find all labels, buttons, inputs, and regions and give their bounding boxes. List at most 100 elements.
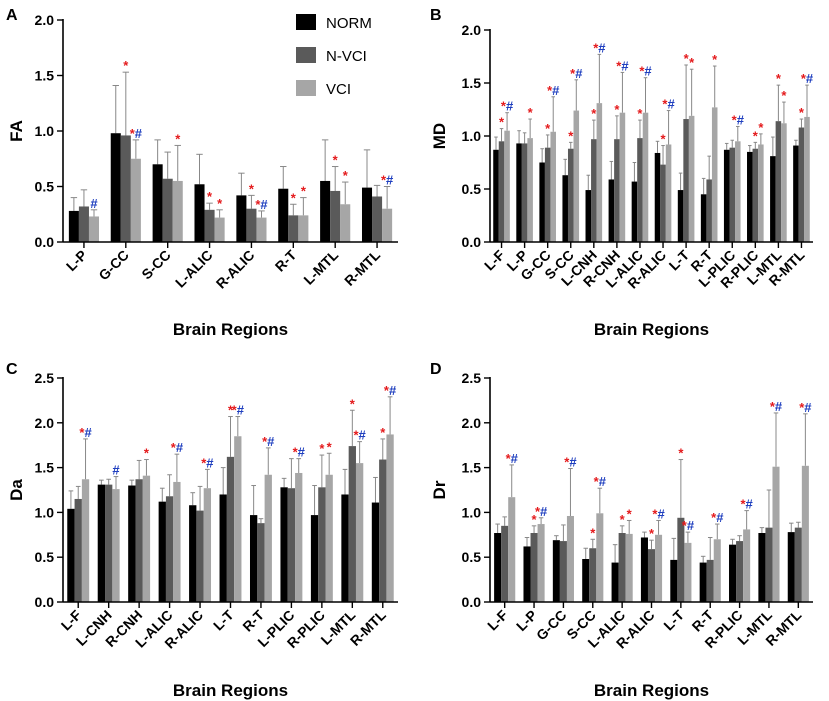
significance-mark: * bbox=[217, 196, 223, 211]
panel-b: BMD0.00.51.01.52.0**#L-F*L-P**#G-CC**#S-… bbox=[430, 7, 814, 339]
hash-mark: # bbox=[746, 497, 754, 512]
bar-norm bbox=[152, 164, 163, 242]
bar-n-vci bbox=[287, 488, 296, 602]
x-tick-label: L-F bbox=[484, 606, 511, 633]
bar-vci bbox=[642, 112, 649, 243]
star-mark: * bbox=[753, 128, 759, 143]
significance-mark: * bbox=[350, 396, 356, 411]
x-tick-label: R-MTL bbox=[341, 246, 383, 288]
bar-vci bbox=[596, 513, 604, 602]
significance-mark: *# bbox=[201, 455, 214, 470]
significance-mark: * bbox=[327, 439, 333, 454]
significance-mark: * bbox=[207, 189, 213, 204]
bar-vci bbox=[234, 436, 242, 602]
significance-mark: * bbox=[614, 102, 620, 117]
y-axis-title: MD bbox=[430, 123, 449, 149]
bar-norm bbox=[158, 501, 166, 602]
bar-n-vci bbox=[660, 164, 666, 242]
hash-mark: # bbox=[804, 400, 812, 415]
significance-mark: *# bbox=[501, 99, 514, 114]
significance-mark: *# bbox=[711, 510, 724, 525]
x-tick-label: G-CC bbox=[533, 607, 570, 644]
star-mark: * bbox=[228, 403, 234, 418]
y-axis-title: Dr bbox=[430, 480, 449, 499]
star-mark: * bbox=[255, 197, 261, 212]
y-tick-label: 1.5 bbox=[35, 68, 55, 84]
bar-vci bbox=[713, 539, 721, 602]
bar-norm bbox=[371, 502, 380, 602]
significance-mark: * bbox=[712, 52, 718, 67]
x-tick-label: L-P bbox=[63, 247, 90, 274]
star-mark: * bbox=[506, 451, 512, 466]
hash-mark: # bbox=[687, 518, 695, 533]
bar-n-vci bbox=[372, 196, 383, 242]
significance-mark: *# bbox=[570, 66, 583, 81]
bar-vci bbox=[527, 138, 533, 242]
significance-mark: *# bbox=[564, 454, 577, 469]
star-mark: * bbox=[207, 189, 213, 204]
y-tick-label: 1.0 bbox=[462, 128, 482, 144]
bar-norm bbox=[320, 180, 331, 242]
hash-mark: # bbox=[737, 112, 745, 127]
y-tick-label: 0.0 bbox=[35, 594, 55, 610]
bar-norm bbox=[562, 175, 568, 242]
y-tick-label: 1.5 bbox=[462, 460, 482, 476]
bar-norm bbox=[128, 485, 136, 602]
bar-n-vci bbox=[729, 147, 736, 242]
bar-norm bbox=[631, 181, 638, 242]
bar-norm bbox=[516, 143, 522, 242]
bar-vci bbox=[804, 116, 810, 242]
star-mark: * bbox=[175, 131, 181, 146]
bar-vci bbox=[214, 217, 225, 242]
y-tick-label: 0.0 bbox=[462, 594, 482, 610]
bar-norm bbox=[729, 544, 737, 602]
bar-n-vci bbox=[288, 215, 299, 242]
hash-mark: # bbox=[90, 196, 98, 211]
bar-norm bbox=[787, 532, 795, 602]
x-tick-label: L-F bbox=[481, 246, 508, 273]
bar-vci bbox=[550, 131, 556, 242]
star-mark: * bbox=[689, 55, 695, 70]
bar-vci bbox=[264, 474, 272, 602]
bar-n-vci bbox=[567, 148, 574, 242]
star-mark: * bbox=[682, 518, 688, 533]
x-tick-label: L-MTL bbox=[300, 246, 341, 287]
significance-mark: *# bbox=[171, 440, 184, 455]
hash-mark: # bbox=[569, 454, 577, 469]
star-mark: * bbox=[799, 400, 805, 415]
significance-mark: * bbox=[689, 55, 695, 70]
significance-mark: * bbox=[545, 121, 551, 136]
star-mark: * bbox=[79, 425, 85, 440]
star-mark: * bbox=[662, 97, 668, 112]
hash-mark: # bbox=[267, 434, 275, 449]
significance-mark: *# bbox=[255, 197, 268, 212]
significance-mark: *# bbox=[639, 64, 652, 79]
bar-n-vci bbox=[775, 121, 782, 242]
bar-n-vci bbox=[204, 209, 215, 242]
star-mark: * bbox=[711, 510, 717, 525]
bar-vci bbox=[573, 110, 580, 242]
legend-label: N-VCI bbox=[326, 48, 367, 65]
bar-norm bbox=[280, 487, 288, 602]
x-axis-title: Brain Regions bbox=[173, 681, 288, 700]
bar-vci bbox=[688, 115, 695, 242]
significance-mark: * bbox=[499, 115, 505, 130]
significance-mark: *# bbox=[535, 504, 548, 519]
bar-vci bbox=[112, 489, 120, 602]
significance-mark: *# bbox=[662, 97, 675, 112]
bar-norm bbox=[770, 156, 776, 242]
significance-mark: # bbox=[112, 463, 120, 478]
bar-vci bbox=[325, 474, 333, 602]
hash-mark: # bbox=[176, 440, 184, 455]
bar-vci bbox=[735, 141, 741, 242]
bar-norm bbox=[723, 149, 730, 242]
y-tick-label: 1.5 bbox=[35, 460, 55, 476]
x-tick-label: R-T bbox=[272, 246, 300, 274]
panel-letter: A bbox=[6, 7, 18, 24]
bar-norm bbox=[670, 559, 678, 602]
star-mark: * bbox=[590, 525, 596, 540]
star-mark: * bbox=[130, 126, 136, 141]
bar-vci bbox=[743, 529, 751, 602]
significance-mark: * bbox=[144, 446, 150, 461]
bar-norm bbox=[68, 210, 79, 242]
